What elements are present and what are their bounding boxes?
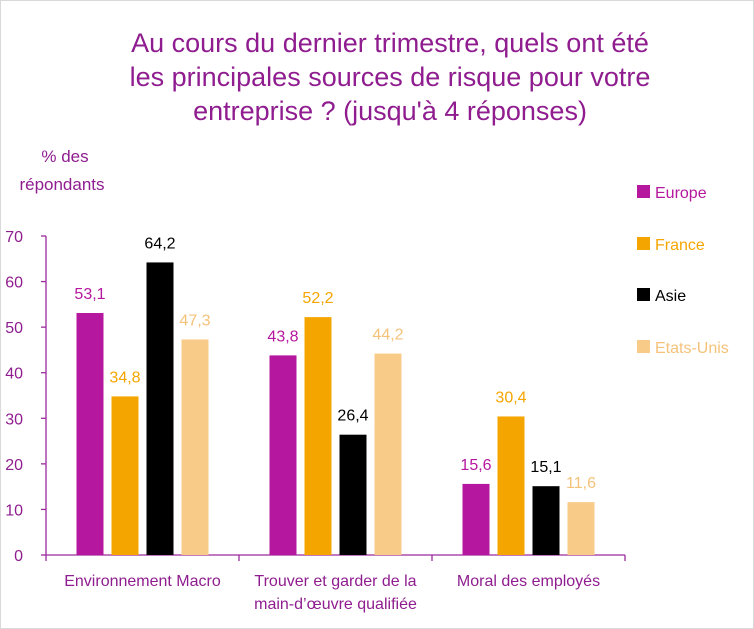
y-tick-label: 30 [5, 411, 23, 428]
chart-title: Au cours du dernier trimestre, quels ont… [130, 28, 651, 126]
bars [76, 262, 595, 555]
y-axis-label-line-1: % des [41, 147, 88, 166]
bar-asie [339, 434, 367, 555]
y-axis-label: % des répondants [19, 147, 104, 194]
data-label-etats-unis: 11,6 [566, 475, 596, 492]
data-label-europe: 43,8 [267, 328, 298, 345]
legend-label-etats-unis: Etats-Unis [655, 340, 729, 357]
bar-europe [269, 355, 297, 555]
data-label-france: 52,2 [302, 290, 333, 307]
category-labels: Environnement Macro Trouver et garder de … [64, 573, 600, 613]
data-label-etats-unis: 47,3 [179, 312, 210, 329]
bar-etats-unis [181, 339, 209, 555]
legend-swatch-france [637, 237, 650, 250]
category-label: Environnement Macro [64, 573, 221, 590]
legend-label-france: France [655, 237, 705, 254]
y-tick-label: 40 [5, 366, 23, 383]
y-tick-label: 10 [5, 502, 23, 519]
category-label: Moral des employés [457, 573, 600, 590]
bar-asie [146, 262, 174, 555]
legend-swatch-etats-unis [637, 340, 650, 353]
data-label-etats-unis: 44,2 [372, 327, 403, 344]
axes [45, 236, 625, 556]
legend-swatch-asie [637, 288, 650, 301]
data-label-asie: 26,4 [337, 408, 368, 425]
title-line-3: entreprise ? (jusqu'à 4 réponses) [193, 96, 587, 126]
category-label: main-d’œuvre qualifiée [254, 596, 417, 613]
y-tick-label: 0 [14, 548, 23, 565]
legend-label-asie: Asie [655, 288, 686, 305]
bar-france [111, 396, 139, 555]
legend: Europe France Asie Etats-Unis [637, 185, 729, 357]
bar-asie [532, 486, 560, 555]
y-tick-label: 20 [5, 457, 23, 474]
title-line-1: Au cours du dernier trimestre, quels ont… [131, 28, 649, 58]
y-ticks: 0 10 20 30 40 50 60 70 [5, 229, 626, 565]
bar-etats-unis [567, 502, 595, 555]
y-axis-label-line-2: répondants [19, 175, 104, 194]
y-tick-label: 70 [5, 229, 23, 246]
data-label-europe: 53,1 [74, 286, 105, 303]
bar-france [304, 317, 332, 555]
legend-swatch-europe [637, 185, 650, 198]
data-label-france: 34,8 [109, 369, 140, 386]
bar-europe [76, 313, 104, 555]
data-label-europe: 15,6 [460, 457, 491, 474]
y-tick-label: 50 [5, 320, 23, 337]
data-labels: 53,1 34,8 64,2 47,3 43,8 52,2 26,4 44,2 15,6 30,4… [74, 235, 596, 492]
data-label-asie: 15,1 [530, 459, 561, 476]
title-line-2: les principales sources de risque pour v… [130, 62, 651, 92]
y-tick-label: 60 [5, 275, 23, 292]
bar-etats-unis [374, 353, 402, 555]
category-label: Trouver et garder de la [254, 573, 416, 590]
data-label-france: 30,4 [495, 389, 526, 406]
bar-france [497, 416, 525, 555]
legend-label-europe: Europe [655, 185, 707, 202]
bar-europe [462, 483, 490, 555]
data-label-asie: 64,2 [144, 235, 175, 252]
